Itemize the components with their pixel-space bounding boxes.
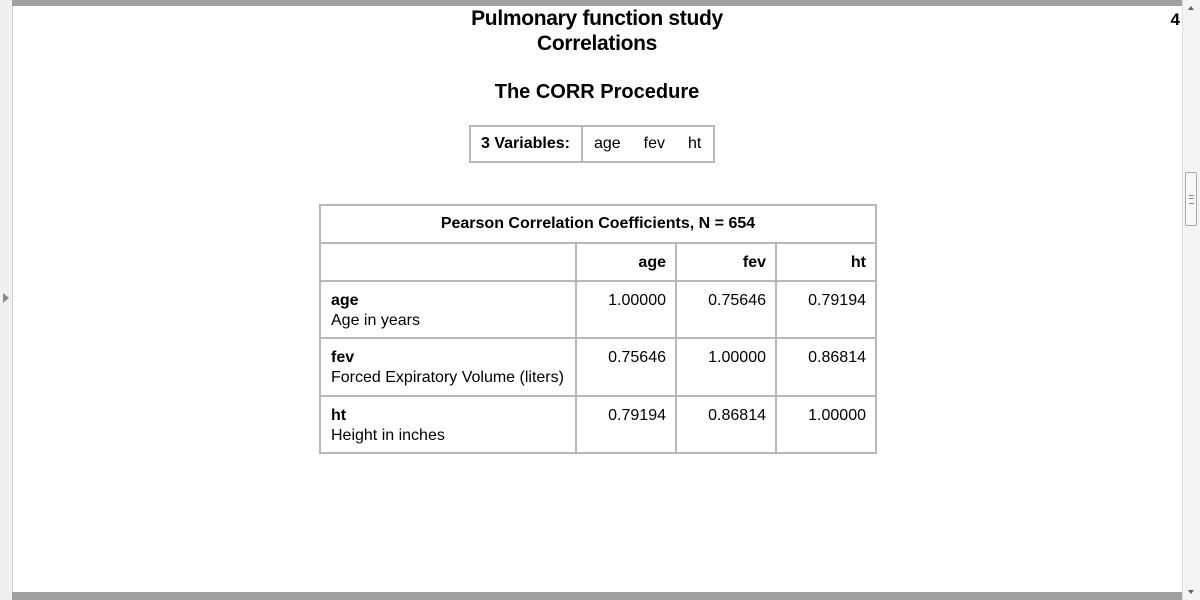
scrollbar-thumb[interactable] [1185, 172, 1197, 226]
row-variable-label: Height in inches [331, 427, 445, 444]
row-header: age Age in years [319, 280, 577, 339]
correlation-value: 0.86814 [775, 337, 877, 397]
correlation-value: 0.79194 [775, 280, 877, 339]
page-top-border [12, 0, 1182, 6]
scroll-down-icon[interactable] [1188, 590, 1194, 594]
left-gutter [0, 0, 13, 600]
correlation-value: 1.00000 [575, 280, 677, 339]
report-title: Pulmonary function study [471, 7, 723, 30]
report-subtitle: Correlations [536, 32, 658, 55]
correlation-value: 0.79194 [575, 395, 677, 454]
variables-table: 3 Variables: age fev ht [469, 125, 716, 163]
row-variable-label: Forced Expiratory Volume (liters) [331, 369, 564, 386]
row-variable-label: Age in years [331, 312, 420, 329]
column-header: fev [675, 242, 777, 282]
page-bottom-border [12, 592, 1182, 600]
row-variable-name: age [331, 292, 359, 309]
row-header: fev Forced Expiratory Volume (liters) [319, 337, 577, 397]
column-header-row: age fev ht [319, 242, 877, 282]
report-titles: Pulmonary function study Correlations [12, 6, 1182, 56]
variables-row: 3 Variables: age fev ht [470, 126, 714, 162]
correlation-table: Pearson Correlation Coefficients, N = 65… [319, 204, 877, 454]
variable-name: ht [688, 135, 702, 152]
column-header: age [575, 242, 677, 282]
corner-cell [319, 242, 577, 282]
variable-name: age [593, 135, 621, 152]
table-row: age Age in years 1.00000 0.75646 0.79194 [319, 280, 877, 339]
correlation-value: 0.75646 [675, 280, 777, 339]
vertical-scrollbar[interactable] [1182, 0, 1200, 600]
page-number: 4 [1170, 10, 1180, 29]
procedure-title: The CORR Procedure [494, 81, 700, 103]
row-variable-name: ht [331, 407, 347, 424]
column-header: ht [775, 242, 877, 282]
row-header: ht Height in inches [319, 395, 577, 454]
correlation-value: 1.00000 [675, 337, 777, 397]
expand-arrow-icon[interactable] [3, 293, 9, 303]
row-variable-name: fev [331, 349, 355, 366]
table-row: ht Height in inches 0.79194 0.86814 1.00… [319, 395, 877, 454]
caption-row: Pearson Correlation Coefficients, N = 65… [319, 204, 877, 244]
correlation-value: 0.86814 [675, 395, 777, 454]
variables-label: 3 Variables: [470, 126, 583, 162]
correlation-value: 1.00000 [775, 395, 877, 454]
scroll-up-icon[interactable] [1188, 6, 1194, 10]
table-row: fev Forced Expiratory Volume (liters) 0.… [319, 337, 877, 397]
grip-icon [1189, 195, 1194, 204]
variable-name: fev [643, 135, 665, 152]
correlation-value: 0.75646 [575, 337, 677, 397]
table-caption: Pearson Correlation Coefficients, N = 65… [319, 204, 877, 244]
